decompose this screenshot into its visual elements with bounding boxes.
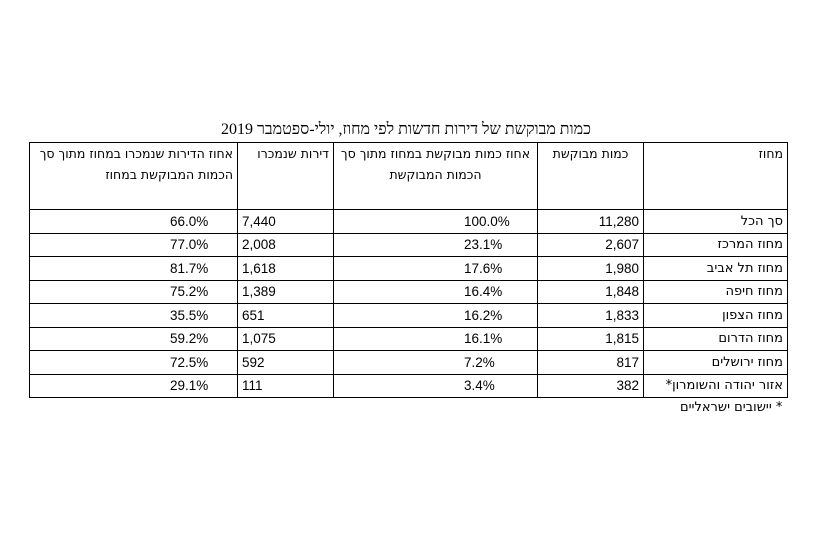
data-table: מחוז כמות מבוקשת אחוז כמות מבוקשת במחוז … — [29, 142, 788, 398]
cell-pct-qty: 7.2% — [333, 350, 538, 375]
page-title: כמות מבוקשת של דירות חדשות לפי מחוז, יול… — [221, 121, 591, 138]
table-row: מחוז הצפון 1,833 16.2% 651 35.5% — [29, 303, 788, 328]
cell-pct-sold: 75.2% — [29, 279, 238, 304]
cell-qty-demanded: 1,815 — [537, 326, 644, 351]
cell-pct-sold: 59.2% — [29, 326, 238, 351]
cell-district: מחוז חיפה — [643, 279, 788, 304]
header-qty-demanded: כמות מבוקשת — [537, 142, 644, 210]
cell-qty-demanded: 1,980 — [537, 256, 644, 281]
cell-district: מחוז הדרום — [643, 326, 788, 351]
cell-sold: 111 — [237, 373, 334, 398]
header-sold: דירות שנמכרו — [237, 142, 334, 210]
table-row: מחוז המרכז 2,607 23.1% 2,008 77.0% — [29, 232, 788, 257]
header-pct-qty: אחוז כמות מבוקשת במחוז מתוך סך הכמות המב… — [333, 142, 538, 210]
cell-sold: 592 — [237, 350, 334, 375]
cell-sold: 1,075 — [237, 326, 334, 351]
table-header-row: מחוז כמות מבוקשת אחוז כמות מבוקשת במחוז … — [29, 142, 788, 210]
cell-sold: 1,389 — [237, 279, 334, 304]
cell-district: מחוז ירושלים — [643, 350, 788, 375]
table-row: מחוז ירושלים 817 7.2% 592 72.5% — [29, 350, 788, 375]
cell-pct-qty: 17.6% — [333, 256, 538, 281]
cell-district: מחוז תל אביב — [643, 256, 788, 281]
cell-qty-demanded: 2,607 — [537, 232, 644, 257]
cell-pct-qty: 100.0% — [333, 209, 538, 234]
cell-pct-qty: 16.2% — [333, 303, 538, 328]
cell-pct-qty: 16.1% — [333, 326, 538, 351]
table-row: אזור יהודה והשומרון* 382 3.4% 111 29.1% — [29, 373, 788, 398]
cell-qty-demanded: 382 — [537, 373, 644, 398]
table-row: מחוז חיפה 1,848 16.4% 1,389 75.2% — [29, 279, 788, 304]
cell-pct-qty: 16.4% — [333, 279, 538, 304]
cell-qty-demanded: 1,833 — [537, 303, 644, 328]
cell-pct-sold: 72.5% — [29, 350, 238, 375]
cell-pct-sold: 81.7% — [29, 256, 238, 281]
cell-sold: 651 — [237, 303, 334, 328]
header-pct-sold: אחוז הדירות שנמכרו במחוז מתוך סך הכמות ה… — [29, 142, 238, 210]
cell-qty-demanded: 817 — [537, 350, 644, 375]
cell-district: מחוז המרכז — [643, 232, 788, 257]
cell-qty-demanded: 1,848 — [537, 279, 644, 304]
header-district: מחוז — [643, 142, 788, 210]
cell-district: מחוז הצפון — [643, 303, 788, 328]
cell-sold: 7,440 — [237, 209, 334, 234]
cell-pct-sold: 77.0% — [29, 232, 238, 257]
table-row: סך הכל 11,280 100.0% 7,440 66.0% — [29, 209, 788, 234]
cell-district: סך הכל — [643, 209, 788, 234]
cell-pct-sold: 29.1% — [29, 373, 238, 398]
footnote: * יישובים ישראליים — [680, 400, 783, 415]
cell-pct-sold: 35.5% — [29, 303, 238, 328]
table-row: מחוז הדרום 1,815 16.1% 1,075 59.2% — [29, 326, 788, 351]
cell-pct-qty: 3.4% — [333, 373, 538, 398]
cell-pct-sold: 66.0% — [29, 209, 238, 234]
cell-qty-demanded: 11,280 — [537, 209, 644, 234]
table-row: מחוז תל אביב 1,980 17.6% 1,618 81.7% — [29, 256, 788, 281]
cell-district: אזור יהודה והשומרון* — [643, 373, 788, 398]
cell-sold: 1,618 — [237, 256, 334, 281]
cell-pct-qty: 23.1% — [333, 232, 538, 257]
cell-sold: 2,008 — [237, 232, 334, 257]
